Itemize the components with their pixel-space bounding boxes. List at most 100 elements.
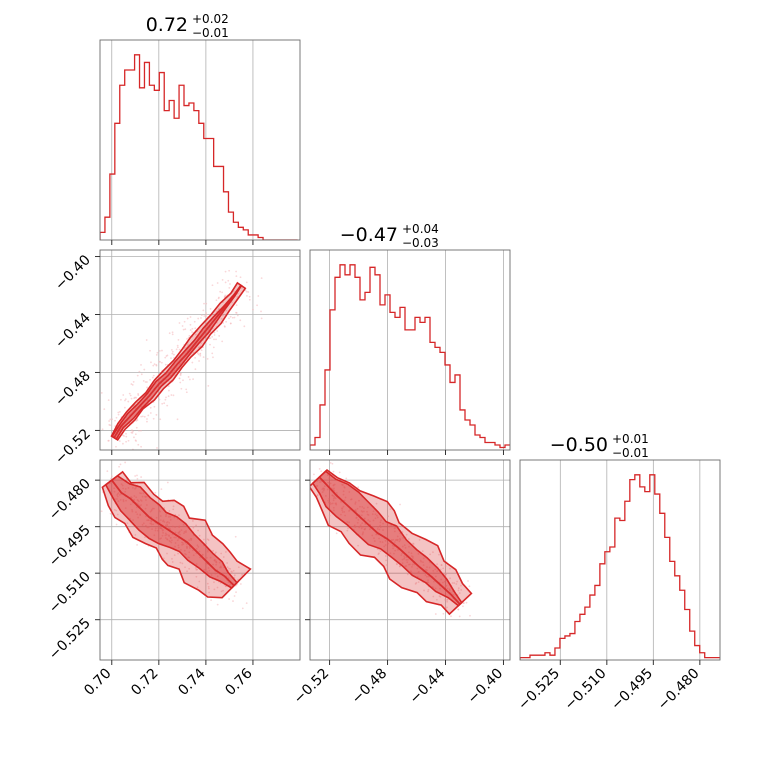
sample-point xyxy=(168,510,171,512)
sample-point xyxy=(189,316,192,318)
sample-point xyxy=(213,338,215,341)
sample-point xyxy=(117,411,120,414)
sample-point xyxy=(223,572,225,575)
sample-point xyxy=(174,526,176,528)
sample-point xyxy=(422,564,425,567)
sample-point xyxy=(191,361,194,364)
sample-point xyxy=(185,530,187,532)
sample-point xyxy=(213,331,216,334)
sample-point xyxy=(233,595,236,597)
sample-point xyxy=(137,516,140,519)
sample-point xyxy=(432,595,435,598)
joint-panel-2-1: −0.52 −0.48 −0.44 −0.40 xyxy=(291,459,511,707)
sample-point xyxy=(212,346,215,349)
sample-point xyxy=(245,290,248,293)
sample-point xyxy=(383,545,386,548)
sample-point xyxy=(346,521,349,523)
sample-point xyxy=(374,513,377,516)
sample-point xyxy=(175,348,178,351)
sample-point xyxy=(399,537,401,540)
sample-point xyxy=(229,283,231,285)
sample-point xyxy=(177,546,180,549)
sample-point xyxy=(100,510,103,513)
sample-point xyxy=(173,554,176,557)
sample-point xyxy=(144,536,146,539)
sample-point xyxy=(240,287,243,290)
sample-point xyxy=(161,349,163,352)
sample-point xyxy=(185,553,187,556)
sample-point xyxy=(405,533,408,536)
sample-point xyxy=(172,394,175,397)
sample-point xyxy=(188,378,191,381)
sample-point xyxy=(362,531,365,534)
sample-point xyxy=(235,275,238,278)
sample-point xyxy=(457,589,460,592)
sample-point xyxy=(145,515,147,518)
sample-point xyxy=(167,395,170,398)
sample-point xyxy=(229,322,232,325)
sample-point xyxy=(215,563,218,566)
sample-point xyxy=(349,509,351,511)
sample-point xyxy=(203,538,205,541)
sample-point xyxy=(149,406,152,409)
sample-point xyxy=(216,575,219,578)
sample-point xyxy=(216,282,219,284)
sample-point xyxy=(368,528,371,531)
sample-point xyxy=(341,507,344,510)
sample-point xyxy=(234,535,237,538)
sample-point xyxy=(177,544,180,547)
sample-point xyxy=(348,521,350,524)
title-lower-error: −0.03 xyxy=(402,236,439,250)
sample-point xyxy=(147,414,150,417)
sample-point xyxy=(122,499,125,501)
sample-point xyxy=(165,513,168,516)
sample-point xyxy=(212,563,214,566)
sample-point xyxy=(313,473,315,476)
sample-point xyxy=(152,364,155,367)
sample-point xyxy=(203,315,206,317)
sample-point xyxy=(372,519,375,522)
sample-point xyxy=(169,537,172,539)
sample-point xyxy=(131,510,134,513)
sample-point xyxy=(332,506,335,509)
sample-point xyxy=(153,405,156,408)
sample-point xyxy=(395,562,398,565)
sample-point xyxy=(116,495,119,498)
sample-point xyxy=(154,527,157,530)
sample-point xyxy=(165,533,168,536)
sample-point xyxy=(120,398,122,401)
sample-point xyxy=(195,524,198,527)
sample-point xyxy=(171,352,174,355)
sample-point xyxy=(164,534,167,537)
sample-point xyxy=(214,572,217,575)
sample-point xyxy=(137,392,140,395)
sample-point xyxy=(161,402,164,405)
sample-point xyxy=(137,443,140,446)
sample-point xyxy=(207,587,210,590)
sample-point xyxy=(415,581,418,584)
sample-point xyxy=(226,566,229,569)
sample-point xyxy=(216,330,219,332)
sample-point xyxy=(345,477,348,480)
sample-point xyxy=(157,527,160,529)
sample-point xyxy=(136,499,139,501)
sample-point xyxy=(115,445,117,448)
sample-point xyxy=(428,566,431,569)
sample-point xyxy=(341,509,344,512)
sample-point xyxy=(176,539,179,542)
sample-point xyxy=(438,553,440,556)
sample-point xyxy=(236,296,239,298)
sample-point xyxy=(178,377,181,380)
sample-point xyxy=(362,510,365,513)
sample-point xyxy=(331,502,334,505)
sample-point xyxy=(407,538,410,540)
sample-point xyxy=(329,501,331,504)
sample-point xyxy=(247,291,250,293)
sample-point xyxy=(196,544,199,547)
sample-point xyxy=(440,578,443,581)
title-upper-error: +0.04 xyxy=(402,222,439,236)
sample-point xyxy=(462,602,465,604)
sample-point xyxy=(195,568,198,571)
sample-point xyxy=(457,608,460,611)
sample-point xyxy=(215,551,217,554)
